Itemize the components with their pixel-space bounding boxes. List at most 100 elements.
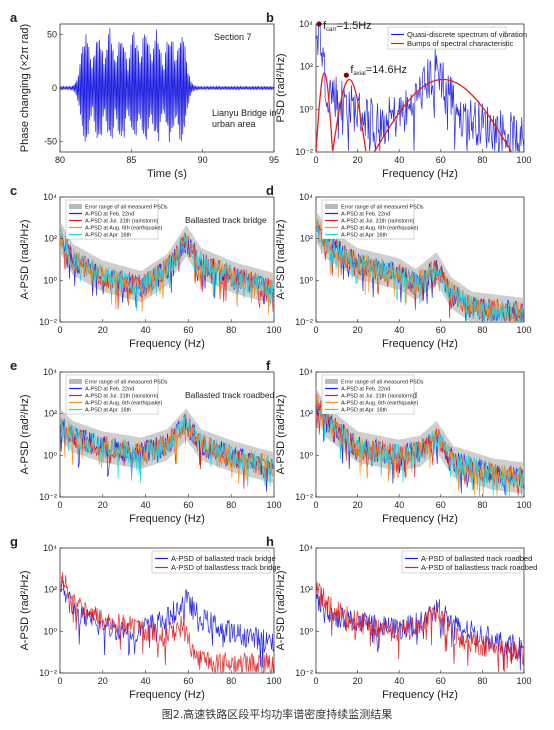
x-tick-label: 40 bbox=[141, 325, 151, 335]
y-axis-label: A-PSD (rad²/Hz) bbox=[275, 570, 287, 650]
series-line bbox=[60, 414, 275, 487]
legend-entry: A-PSD at Apr. 16th bbox=[85, 232, 131, 238]
x-tick-label: 80 bbox=[55, 155, 65, 165]
x-axis-label: Frequency (Hz) bbox=[129, 513, 205, 525]
series-line bbox=[316, 220, 524, 322]
legend-box bbox=[151, 550, 271, 574]
x-tick-label: 60 bbox=[436, 155, 446, 165]
legend-entry: A-PSD at Jul. 31th (rainstorm) bbox=[341, 218, 415, 224]
plot-frame-b bbox=[315, 23, 525, 153]
series-line bbox=[60, 233, 275, 315]
y-axis-label: A-PSD (rad²/Hz) bbox=[275, 219, 287, 299]
legend-entry: A-PSD at Aug. 6th (earthquake) bbox=[85, 400, 163, 406]
legend-swatch-band bbox=[69, 204, 82, 209]
x-tick-label: 40 bbox=[394, 155, 404, 165]
x-tick-label: 80 bbox=[226, 500, 236, 510]
marker-label: fcarr=1.5Hz bbox=[323, 20, 372, 33]
x-tick-label: 80 bbox=[226, 676, 236, 686]
x-tick-label: 100 bbox=[516, 155, 531, 165]
legend-entry: A-PSD at Feb. 22nd bbox=[341, 386, 390, 392]
x-axis-label: Frequency (Hz) bbox=[382, 513, 458, 525]
x-tick-label: 85 bbox=[126, 155, 136, 165]
x-tick-label: 40 bbox=[394, 500, 404, 510]
x-tick-label: 95 bbox=[269, 155, 279, 165]
y-tick-label: 10⁻² bbox=[39, 317, 57, 327]
y-tick-label: 10⁰ bbox=[43, 626, 57, 636]
legend-entry: A-PSD at Jul. 31th (rainstorm) bbox=[85, 393, 159, 399]
legend-entry: Error range of all measured PSDs bbox=[85, 204, 168, 210]
marker-point bbox=[316, 21, 322, 27]
legend-entry: Error range of all measured PSDs bbox=[85, 379, 168, 385]
y-tick-label: 10² bbox=[300, 234, 313, 244]
legend-swatch-band bbox=[325, 379, 338, 384]
x-tick-label: 80 bbox=[226, 325, 236, 335]
panel-annotation: Ballasted track roadbed bbox=[185, 390, 275, 400]
legend-entry: A-PSD at Aug. 6th (earthquake) bbox=[341, 400, 419, 406]
x-tick-label: 20 bbox=[353, 500, 363, 510]
y-tick-label: 10⁴ bbox=[43, 543, 57, 553]
x-axis-label: Frequency (Hz) bbox=[382, 689, 458, 701]
series-line bbox=[60, 571, 275, 673]
figure-caption: 图2.高速铁路区段平均功率谱密度持续监测结果 bbox=[161, 708, 393, 721]
series-line bbox=[60, 575, 275, 668]
legend-entry: Bumps of spectral characteristic bbox=[407, 39, 514, 48]
x-tick-label: 60 bbox=[436, 325, 446, 335]
legend-entry: A-PSD at Feb. 22nd bbox=[341, 211, 390, 217]
marker-point bbox=[343, 72, 349, 78]
x-tick-label: 20 bbox=[353, 155, 363, 165]
x-tick-label: 40 bbox=[394, 325, 404, 335]
x-tick-label: 60 bbox=[183, 325, 193, 335]
y-tick-label: 50 bbox=[47, 30, 57, 40]
y-tick-label: 10⁰ bbox=[299, 275, 313, 285]
x-tick-label: 60 bbox=[183, 500, 193, 510]
y-tick-label: 10⁻² bbox=[39, 668, 57, 678]
x-axis-label: Frequency (Hz) bbox=[129, 338, 205, 350]
x-tick-label: 20 bbox=[353, 325, 363, 335]
marker-label: faxial=14.6Hz bbox=[350, 64, 407, 77]
y-tick-label: 10⁴ bbox=[299, 19, 313, 29]
legend-entry: A-PSD at Feb. 22nd bbox=[85, 211, 134, 217]
x-tick-label: 80 bbox=[477, 676, 487, 686]
x-tick-label: 0 bbox=[57, 676, 62, 686]
x-axis-label: Frequency (Hz) bbox=[129, 689, 205, 701]
legend-entry: A-PSD at Apr. 16th bbox=[85, 407, 131, 413]
x-tick-label: 20 bbox=[353, 676, 363, 686]
legend-swatch-band bbox=[325, 204, 338, 209]
y-tick-label: 10⁰ bbox=[299, 104, 313, 114]
legend-entry: A-PSD at Feb. 22nd bbox=[85, 386, 134, 392]
x-tick-label: 20 bbox=[98, 500, 108, 510]
y-tick-label: 10⁰ bbox=[43, 450, 57, 460]
legend-entry: A-PSD at Jul. 31th (rainstorm) bbox=[341, 393, 415, 399]
annotation-section: Section 7 bbox=[214, 32, 252, 42]
legend-entry: A-PSD of ballastless track bridge bbox=[171, 563, 281, 572]
y-tick-label: -50 bbox=[44, 136, 57, 146]
legend-entry: A-PSD of ballasted track bridge bbox=[171, 554, 276, 563]
legend-box bbox=[321, 199, 415, 240]
plot-frame-c bbox=[59, 196, 275, 323]
x-tick-label: 0 bbox=[57, 325, 62, 335]
x-tick-label: 80 bbox=[477, 155, 487, 165]
plot-frame-h bbox=[315, 547, 525, 674]
x-tick-label: 100 bbox=[266, 325, 281, 335]
legend-entry: A-PSD at Aug. 6th (earthquake) bbox=[85, 225, 163, 231]
legend-box bbox=[401, 550, 521, 574]
x-tick-label: 40 bbox=[394, 676, 404, 686]
x-tick-label: 0 bbox=[57, 500, 62, 510]
series-line bbox=[316, 24, 525, 152]
y-axis-label: A-PSD (rad²/Hz) bbox=[19, 219, 31, 299]
x-tick-label: 80 bbox=[477, 325, 487, 335]
legend: Quasi-discrete spectrum of vibrationBump… bbox=[387, 26, 527, 50]
y-axis-label: A-PSD (rad²/Hz) bbox=[19, 394, 31, 474]
y-tick-label: 10² bbox=[44, 409, 57, 419]
legend-entry: Quasi-discrete spectrum of vibration bbox=[407, 30, 527, 39]
y-axis-label: A-PSD (rad²/Hz) bbox=[19, 570, 31, 650]
bump-curve bbox=[315, 72, 334, 152]
x-tick-label: 40 bbox=[141, 500, 151, 510]
y-tick-label: 10² bbox=[300, 62, 313, 72]
legend-box bbox=[387, 26, 507, 50]
x-axis-label: Time (s) bbox=[147, 168, 187, 180]
series-line bbox=[60, 228, 275, 313]
